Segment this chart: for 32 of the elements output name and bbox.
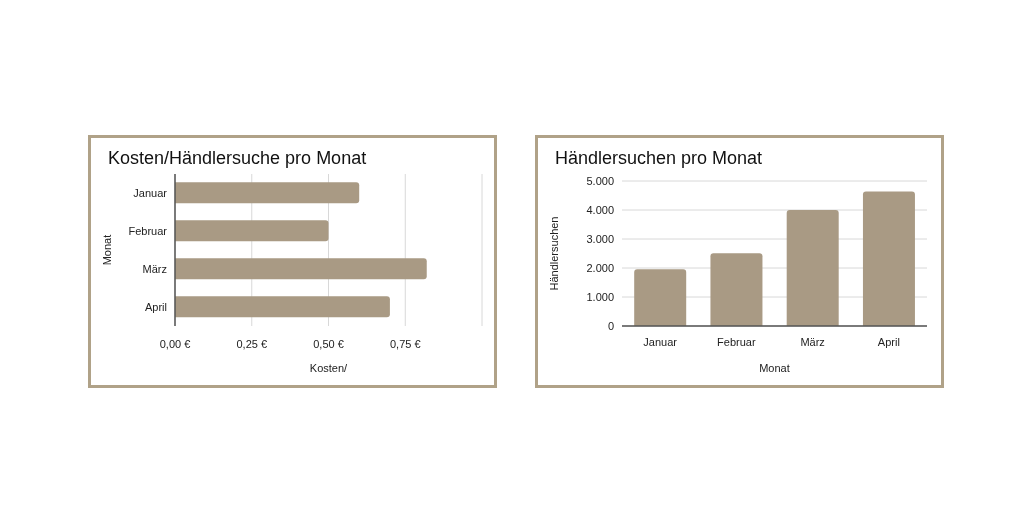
bar — [634, 269, 687, 326]
bar — [175, 220, 329, 242]
y-axis-title: Händlersuchen — [547, 216, 560, 291]
y-tick-label: 4.000 — [586, 203, 614, 216]
y-tick-label: 2.000 — [586, 261, 614, 274]
bar — [786, 210, 839, 326]
x-tick-label: 0,25 € — [236, 337, 268, 350]
y-tick-label: 5.000 — [586, 174, 614, 187]
bar — [862, 191, 915, 326]
y-tick-label: Januar — [133, 186, 168, 199]
y-axis-title: Monat — [100, 234, 113, 266]
x-tick-label: April — [877, 335, 900, 348]
y-tick-label: 3.000 — [586, 232, 614, 245]
x-tick-label: Februar — [717, 335, 756, 348]
x-tick-label: 0,00 € — [159, 337, 191, 350]
x-axis-title: Monat — [759, 362, 790, 374]
x-tick-label: 0,75 € — [389, 337, 421, 350]
bar — [710, 253, 763, 326]
bar — [175, 296, 390, 318]
y-tick-label: 1.000 — [586, 290, 614, 303]
y-tick-label: Februar — [128, 224, 168, 237]
x-tick-label: Januar — [643, 335, 678, 348]
y-tick-label: 0 — [607, 319, 614, 332]
y-tick-label: März — [142, 262, 167, 275]
x-axis-title: Kosten/ — [309, 362, 349, 374]
bar — [175, 258, 427, 280]
chart-title: Kosten/Händlersuche pro Monat — [108, 148, 367, 169]
x-tick-label: 0,50 € — [313, 337, 344, 350]
x-tick-label: März — [800, 335, 825, 348]
y-tick-label: April — [144, 300, 167, 313]
chart-title: Händlersuchen pro Monat — [555, 148, 763, 169]
bar — [175, 182, 360, 204]
